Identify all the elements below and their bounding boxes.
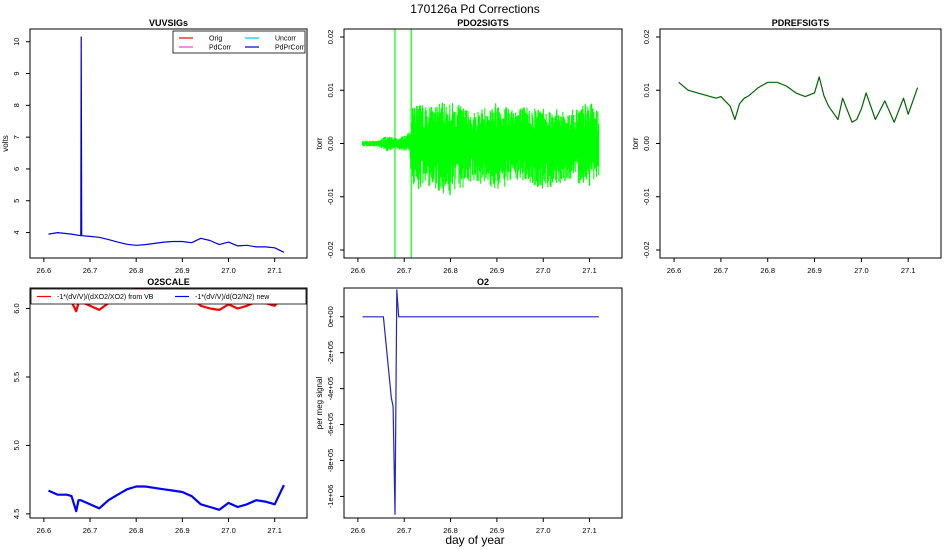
y-tick-label: -0.02 — [326, 241, 335, 258]
y-tick-label: -6e+05 — [326, 413, 335, 437]
y-tick-label: -4e+05 — [326, 377, 335, 401]
y-tick-label: 0.02 — [642, 30, 651, 45]
x-tick-label: 26.8 — [760, 266, 775, 275]
y-tick-label: 0.02 — [326, 30, 335, 45]
x-tick-label: 26.7 — [83, 266, 98, 275]
x-tick-label: 27.0 — [854, 266, 869, 275]
data-series-line — [362, 289, 599, 516]
plot-data — [48, 288, 285, 513]
plot-frame — [343, 28, 623, 259]
panel-o2scale: O2SCALE 26.6 26.7 26.8 26.9 27.0 27.1 4.5 5.0 5.5… — [12, 277, 308, 535]
legend-label: Orig — [209, 36, 222, 43]
x-tick-label: 26.7 — [714, 266, 729, 275]
plot-frame — [659, 28, 942, 259]
legend-label: Uncorr — [275, 36, 297, 43]
plot-data — [361, 29, 600, 258]
x-tick-label: 27.1 — [267, 266, 282, 275]
panel-pdrefsigts: PDREFSIGTS 26.6 26.7 26.8 26.9 27.0 27.1 -0.02 -… — [631, 18, 942, 275]
panel-o2: O2 26.6 26.7 26.8 26.9 27.0 27.1 -1e+06 -8e+05 -6… — [315, 277, 623, 535]
panel-vuvsigs: VUVSIGs 26.6 26.7 26.8 26.9 27.0 27.1 4 5 6 7 8 9 10 v… — [1, 18, 308, 275]
x-tick-label: 26.8 — [443, 526, 458, 535]
plot-frame — [29, 287, 308, 519]
y-tick-label: 9 — [12, 71, 21, 75]
y-tick-label: 0.00 — [326, 136, 335, 151]
y-tick-label: 0e+00 — [326, 306, 335, 327]
y-axis-label: volts — [1, 135, 10, 151]
x-tick-label: 26.7 — [397, 266, 412, 275]
figure-title: 170126a Pd Corrections — [410, 2, 539, 16]
x-tick-label: 27.0 — [536, 266, 551, 275]
y-tick-label: 8 — [12, 103, 21, 107]
x-tick-label: 26.8 — [129, 526, 144, 535]
legend-box — [172, 30, 306, 54]
x-tick-label: 26.6 — [37, 526, 52, 535]
y-tick-label: 6 — [12, 167, 21, 171]
x-tick-label: 27.0 — [221, 266, 236, 275]
x-tick-label: 27.0 — [221, 526, 236, 535]
data-series-line — [678, 76, 919, 123]
x-tick-label: 26.9 — [175, 526, 190, 535]
legend-label: -1*(dV/V)/d(O2/N2) new — [195, 294, 270, 301]
y-tick-label: 0.01 — [642, 83, 651, 98]
y-tick-label: -2e+05 — [326, 341, 335, 365]
y-tick-label: -0.01 — [326, 188, 335, 205]
x-tick-label: 26.6 — [37, 266, 52, 275]
y-tick-label: 5.5 — [12, 372, 21, 382]
panel-title: PDREFSIGTS — [772, 18, 830, 28]
data-series-line — [361, 102, 600, 196]
panel-title: VUVSIGs — [149, 18, 188, 28]
panel-title: O2 — [477, 277, 489, 287]
plot-data — [48, 36, 285, 253]
y-tick-label: -8e+05 — [326, 449, 335, 473]
y-tick-label: 0.01 — [326, 83, 335, 98]
plot-frame — [29, 28, 308, 259]
x-tick-label: 27.0 — [536, 526, 551, 535]
y-tick-label: -0.01 — [642, 188, 651, 205]
y-tick-label: 6.0 — [12, 303, 21, 313]
y-tick-label: 5 — [12, 199, 21, 203]
y-tick-label: -1e+06 — [326, 485, 335, 509]
x-tick-label: 26.9 — [175, 266, 190, 275]
x-tick-label: 27.1 — [901, 266, 916, 275]
x-tick-label: 26.7 — [397, 526, 412, 535]
y-axis-label: per meg signal — [315, 377, 324, 430]
data-series-line — [48, 484, 285, 513]
figure-xlabel: day of year — [445, 533, 504, 547]
plot-data — [362, 289, 599, 516]
y-tick-label: 0.00 — [642, 136, 651, 151]
y-axis-label: torr — [631, 137, 640, 149]
x-tick-label: 26.9 — [807, 266, 822, 275]
y-tick-label: -0.02 — [642, 241, 651, 258]
plot-frame — [343, 287, 623, 519]
x-tick-label: 26.7 — [83, 526, 98, 535]
x-tick-label: 26.6 — [667, 266, 682, 275]
x-tick-label: 26.9 — [490, 526, 505, 535]
y-tick-label: 5.0 — [12, 440, 21, 450]
x-tick-label: 26.8 — [129, 266, 144, 275]
legend-label: -1*(dV/V)/(dXO2/XO2) from VB — [57, 294, 154, 301]
y-tick-label: 4 — [12, 230, 21, 234]
x-tick-label: 26.6 — [351, 526, 366, 535]
x-tick-label: 26.9 — [490, 266, 505, 275]
y-axis-label: torr — [315, 137, 324, 149]
legend-label: PdCorr — [209, 45, 232, 52]
x-tick-label: 27.1 — [267, 526, 282, 535]
legend-box — [30, 288, 307, 305]
panel-title: O2SCALE — [147, 277, 190, 287]
x-tick-label: 26.6 — [351, 266, 366, 275]
y-tick-label: 7 — [12, 135, 21, 139]
x-tick-label: 26.8 — [443, 266, 458, 275]
plot-data — [678, 76, 919, 123]
data-series-line — [48, 36, 285, 253]
panel-pdo2sigts: PDO2SIGTS 26.6 26.7 26.8 26.9 27.0 27.1 -0.02 -0… — [315, 18, 623, 275]
legend-label: PdPrCorr — [275, 45, 305, 52]
y-tick-label: 4.5 — [12, 509, 21, 519]
x-tick-label: 27.1 — [582, 526, 597, 535]
y-tick-label: 10 — [12, 38, 21, 46]
panel-title: PDO2SIGTS — [457, 18, 509, 28]
x-tick-label: 27.1 — [582, 266, 597, 275]
